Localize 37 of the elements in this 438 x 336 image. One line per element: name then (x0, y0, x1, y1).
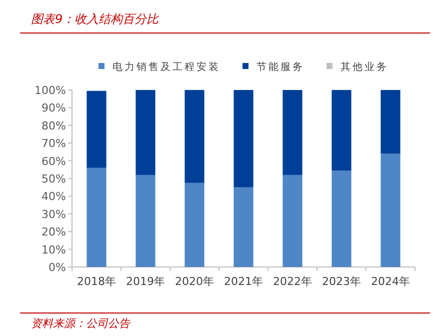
bar (332, 170, 352, 267)
x-tick-label: 2018年 (77, 275, 116, 288)
y-tick-label: 30% (42, 208, 66, 221)
y-tick-label: 60% (42, 154, 66, 168)
y-tick-label: 100% (34, 84, 66, 97)
bar (380, 154, 400, 267)
legend-label: 其他业务 (340, 61, 388, 73)
bar (86, 90, 106, 168)
y-tick-label: 50% (42, 172, 66, 186)
x-tick-label: 2020年 (175, 275, 214, 288)
x-tick-label: 2022年 (273, 275, 312, 288)
y-tick-label: 70% (42, 137, 66, 150)
y-tick-label: 10% (42, 243, 66, 256)
y-tick-label: 40% (42, 190, 66, 204)
y-tick-label: 20% (42, 226, 66, 239)
chart-title: 图表9：收入结构百分比 (31, 12, 160, 26)
bar (86, 168, 106, 267)
bar (282, 90, 302, 175)
bar (380, 90, 400, 154)
y-tick-label: 0% (48, 261, 66, 274)
bar (282, 174, 302, 267)
bar (136, 174, 156, 267)
x-tick-label: 2019年 (126, 275, 165, 288)
y-tick-label: 90% (42, 102, 66, 115)
bar (332, 90, 352, 171)
x-tick-label: 2024年 (371, 275, 410, 288)
bar (136, 90, 156, 175)
bar (184, 90, 204, 183)
bar (234, 187, 254, 267)
x-tick-label: 2021年 (224, 275, 263, 288)
bar (184, 182, 204, 267)
y-tick-label: 80% (42, 119, 66, 132)
x-tick-label: 2023年 (322, 275, 361, 288)
text: 资料来源：公司公告 (31, 317, 131, 330)
bar (234, 90, 254, 188)
legend-label: 节能服务 (256, 61, 304, 73)
legend-label: 电力销售及工程安装 (112, 61, 220, 73)
